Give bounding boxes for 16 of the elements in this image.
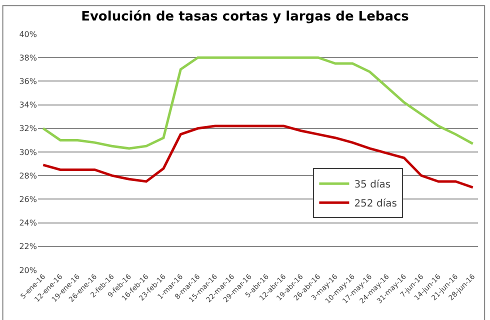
y-tick-label: 32% [19,124,38,134]
y-tick-label: 38% [19,53,38,62]
y-tick-label: 26% [19,195,38,204]
y-tick-label: 34% [19,100,38,110]
chart-title: Evolución de tasas cortas y largas de Lebacs [81,9,410,24]
y-tick-label: 28% [19,171,38,180]
legend-label: 35 días [354,179,391,190]
y-tick-label: 30% [19,148,38,157]
line-series [42,124,474,189]
y-tick-label: 20% [19,266,38,275]
legend-label: 252 días [354,198,397,210]
y-tick-label: 24% [19,218,38,228]
line-series [42,56,474,150]
y-tick-label: 22% [19,242,38,252]
y-tick-label: 36% [19,77,38,86]
y-tick-label: 40% [19,30,38,39]
